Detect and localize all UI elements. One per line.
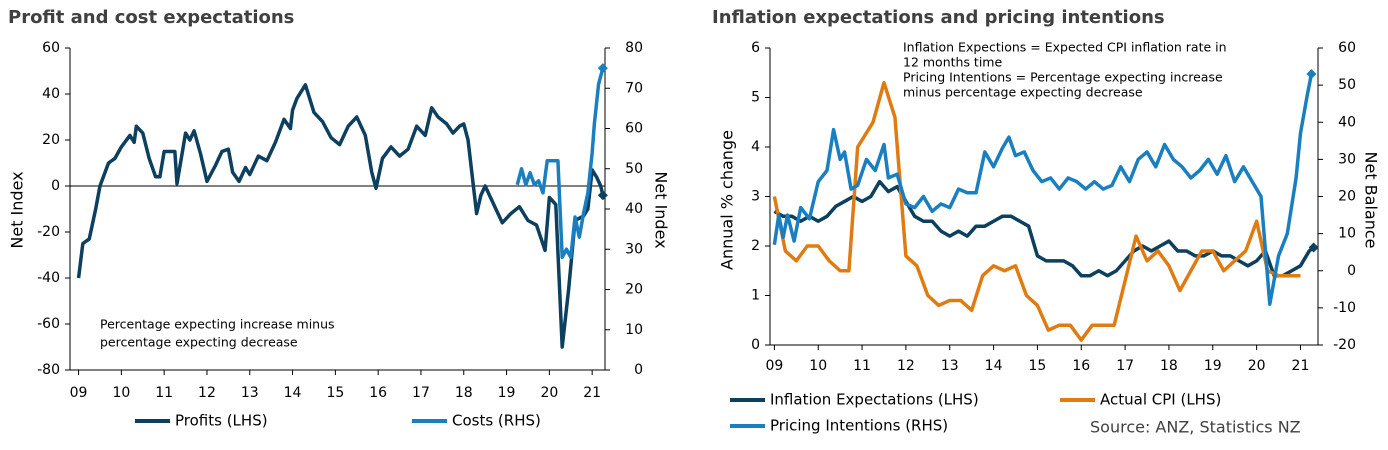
y-tick-label: 20	[42, 132, 60, 148]
y-tick-label: 6	[751, 40, 760, 56]
y-tick-label: -80	[37, 362, 60, 378]
series-line	[772, 73, 1314, 306]
y2-tick-label: 40	[625, 201, 643, 217]
annotation: minus percentage expecting decrease	[903, 85, 1143, 100]
y-tick-label: 0	[751, 337, 760, 353]
end-marker	[597, 190, 608, 201]
x-tick-label: 09	[70, 385, 88, 401]
x-tick-label: 21	[583, 385, 601, 401]
y-tick-label: -20	[37, 224, 60, 240]
x-tick-label: 18	[455, 385, 473, 401]
x-tick-label: 10	[809, 358, 827, 374]
x-tick-label: 15	[1029, 358, 1047, 374]
legend-label: Actual CPI (LHS)	[1100, 391, 1221, 409]
x-tick-label: 10	[112, 385, 130, 401]
y-axis-label: Net Index	[8, 171, 27, 248]
x-tick-label: 16	[1072, 358, 1090, 374]
legend-label: Costs (RHS)	[452, 412, 541, 430]
y2-tick-label: 30	[625, 241, 643, 257]
y2-tick-label: -10	[1333, 300, 1356, 316]
y-tick-label: 3	[751, 189, 760, 205]
y2-tick-label: 20	[625, 282, 643, 298]
y-tick-label: 5	[751, 90, 760, 106]
legend-label: Pricing Intentions (RHS)	[770, 417, 948, 435]
series-line	[515, 67, 605, 260]
x-tick-label: 12	[897, 358, 915, 374]
x-tick-label: 19	[498, 385, 516, 401]
x-tick-label: 19	[1204, 358, 1222, 374]
y2-tick-label: 50	[625, 161, 643, 177]
x-tick-label: 15	[326, 385, 344, 401]
y-tick-label: 40	[42, 86, 60, 102]
y2-tick-label: -20	[1333, 337, 1356, 353]
y2-tick-label: 50	[1338, 77, 1356, 93]
legend-label: Profits (LHS)	[175, 412, 268, 430]
y-tick-label: 4	[751, 139, 760, 155]
y2-tick-label: 20	[1338, 189, 1356, 205]
y2-tick-label: 70	[625, 80, 643, 96]
y2-tick-label: 60	[1338, 40, 1356, 56]
x-tick-label: 11	[155, 385, 173, 401]
end-marker	[1308, 242, 1319, 253]
legend-label: Inflation Expectations (LHS)	[770, 391, 979, 409]
y2-tick-label: 40	[1338, 114, 1356, 130]
annotation: Pricing Intentions = Percentage expectin…	[903, 70, 1223, 85]
annotation: Inflation Expections = Expected CPI infl…	[903, 40, 1227, 55]
chart-title: Profit and cost expectations	[8, 7, 294, 28]
y-tick-label: 60	[42, 40, 60, 56]
x-tick-label: 17	[412, 385, 430, 401]
annotation: 12 months time	[903, 55, 1002, 70]
y2-tick-label: 10	[1338, 226, 1356, 242]
y-tick-label: 2	[751, 238, 760, 254]
series-line	[76, 83, 605, 349]
x-tick-label: 20	[540, 385, 558, 401]
x-tick-label: 13	[241, 385, 259, 401]
y-axis-label: Annual % change	[718, 130, 737, 270]
series-line	[773, 179, 1315, 278]
end-marker	[1306, 68, 1317, 79]
x-tick-label: 14	[985, 358, 1003, 374]
x-tick-label: 16	[369, 385, 387, 401]
y2-axis-label: Net Index	[652, 171, 671, 248]
x-tick-label: 11	[853, 358, 871, 374]
y-tick-label: -40	[37, 270, 60, 286]
y2-tick-label: 80	[625, 40, 643, 56]
x-tick-label: 09	[765, 358, 783, 374]
y2-tick-label: 10	[625, 322, 643, 338]
y2-tick-label: 60	[625, 121, 643, 137]
y-tick-label: 1	[751, 288, 760, 304]
x-tick-label: 13	[941, 358, 959, 374]
end-marker	[597, 63, 608, 74]
x-tick-label: 14	[284, 385, 302, 401]
x-tick-label: 12	[198, 385, 216, 401]
y2-tick-label: 0	[1347, 263, 1356, 279]
annotation: Percentage expecting increase minus	[100, 317, 335, 332]
x-tick-label: 18	[1160, 358, 1178, 374]
annotation: percentage expecting decrease	[100, 335, 298, 350]
y2-tick-label: 0	[634, 362, 643, 378]
y2-tick-label: 30	[1338, 151, 1356, 167]
x-tick-label: 21	[1292, 358, 1310, 374]
y-tick-label: -60	[37, 316, 60, 332]
series-line	[772, 80, 1301, 342]
chart-title: Inflation expectations and pricing inten…	[712, 7, 1165, 28]
y2-axis-label: Net Balance	[1362, 152, 1381, 249]
source: Source: ANZ, Statistics NZ	[1090, 418, 1301, 437]
x-tick-label: 20	[1248, 358, 1266, 374]
y-tick-label: 0	[51, 178, 60, 194]
x-tick-label: 17	[1116, 358, 1134, 374]
